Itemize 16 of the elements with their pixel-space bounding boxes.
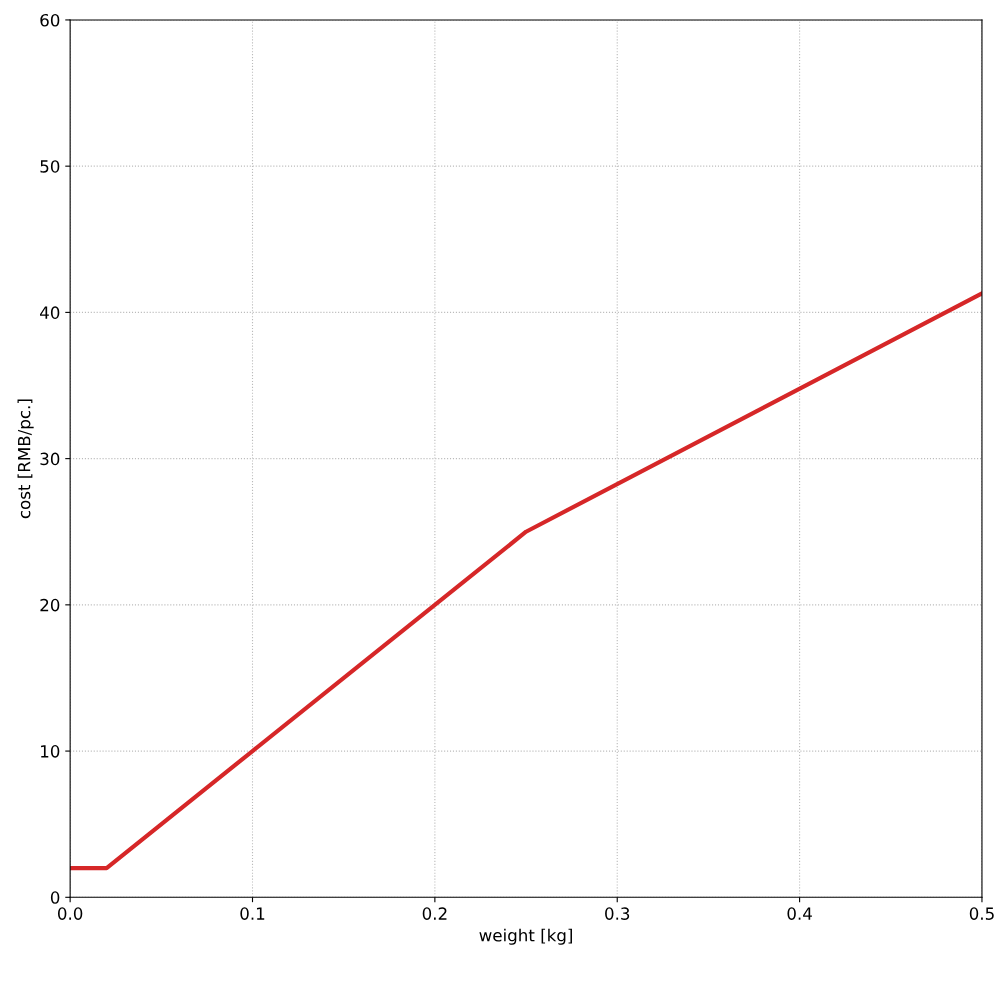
- x-tick-label: 0.4: [787, 907, 812, 920]
- x-axis-title: weight [kg]: [479, 928, 572, 945]
- y-tick-label: 0: [50, 891, 60, 904]
- x-tick-label: 0.5: [969, 907, 994, 920]
- x-tick-label: 0.0: [57, 907, 83, 920]
- x-tick-label: 0.2: [422, 907, 447, 920]
- y-axis-title: cost [RMB/pc.]: [17, 399, 34, 519]
- y-tick-label: 20: [40, 598, 60, 612]
- y-tick-label: 60: [40, 13, 60, 27]
- y-tick-label: 40: [40, 306, 60, 319]
- x-tick-label: 0.1: [240, 907, 265, 920]
- y-tick-label: 10: [41, 745, 60, 758]
- y-tick-label: 30: [40, 452, 60, 466]
- y-tick-label: 50: [40, 160, 60, 173]
- line-series: [70, 291, 982, 871]
- x-tick-label: 0.3: [605, 907, 630, 920]
